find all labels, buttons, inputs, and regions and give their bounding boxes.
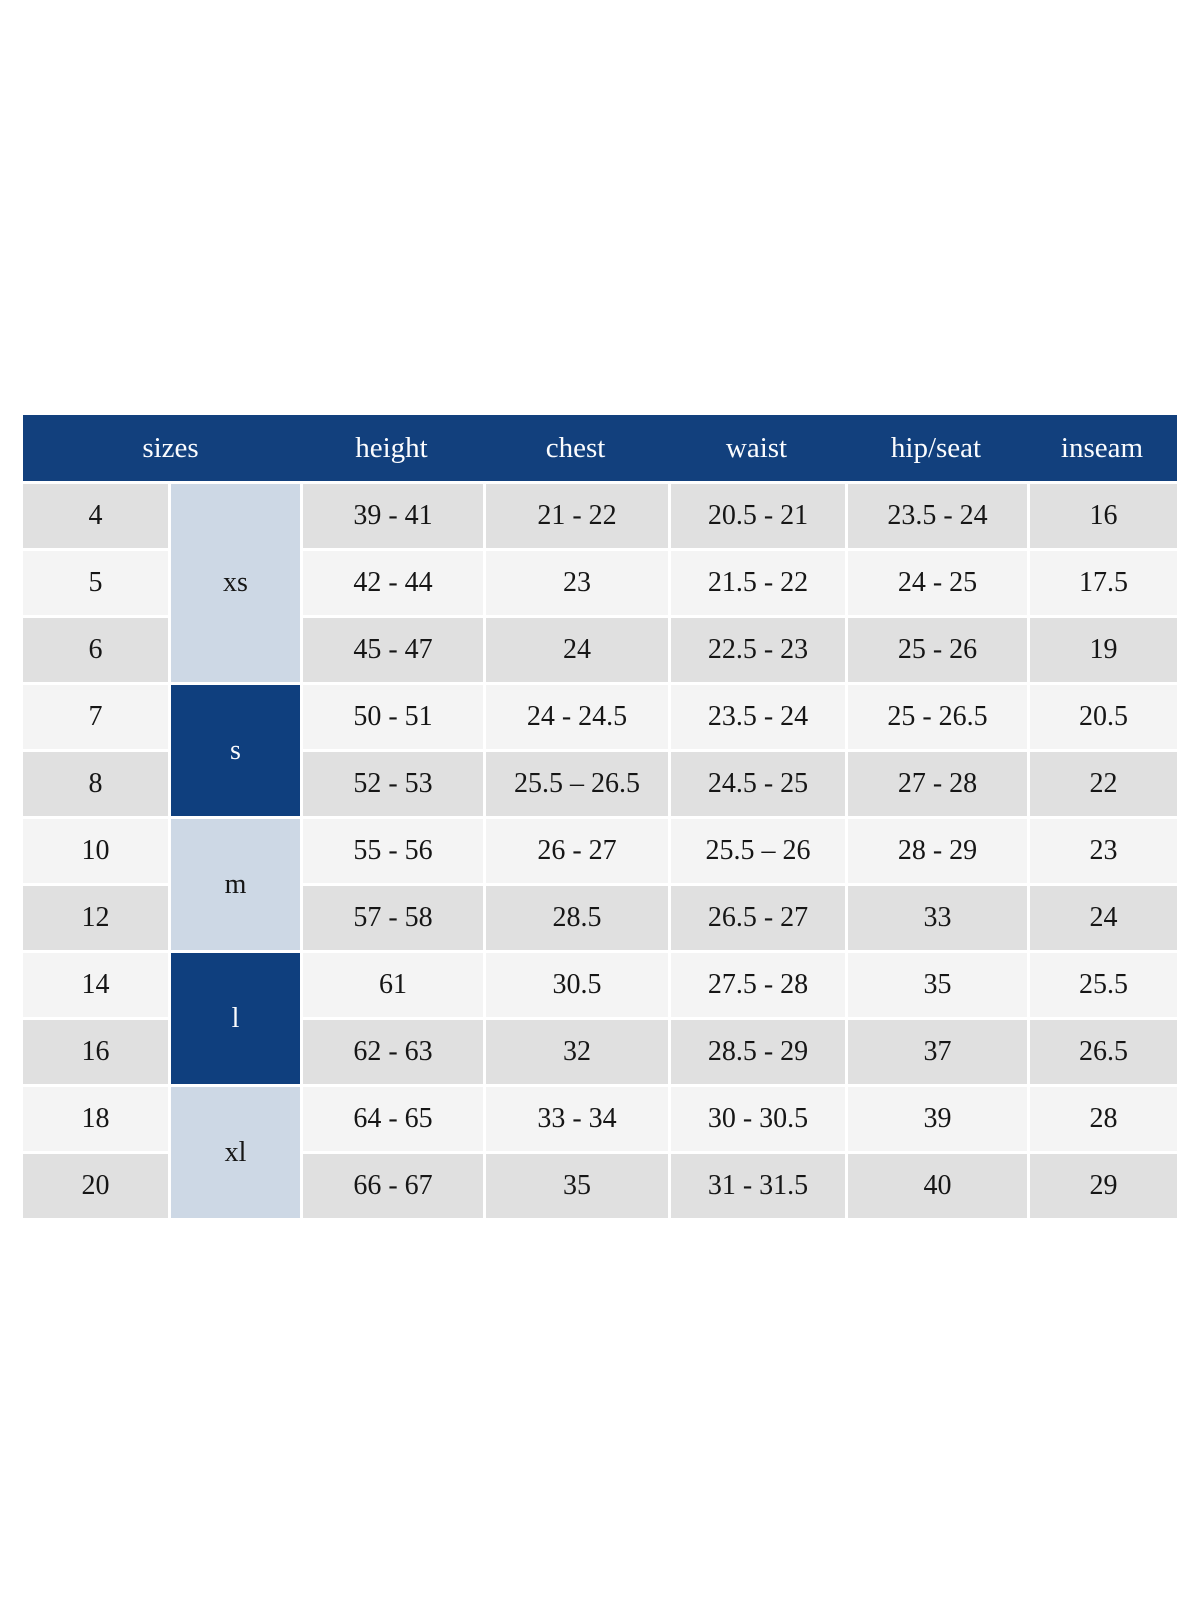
hip-seat-cell: 40 — [848, 1154, 1027, 1218]
inseam-cell: 20.5 — [1030, 685, 1177, 749]
inseam-cell: 26.5 — [1030, 1020, 1177, 1084]
inseam-cell: 19 — [1030, 618, 1177, 682]
height-cell: 62 - 63 — [303, 1020, 483, 1084]
height-cell: 45 - 47 — [303, 618, 483, 682]
waist-cell: 28.5 - 29 — [671, 1020, 845, 1084]
table-header-row: sizes height chest waist hip/seat inseam — [23, 415, 1177, 481]
waist-cell: 25.5 – 26 — [671, 819, 845, 883]
size-chart-table: sizes height chest waist hip/seat inseam… — [23, 415, 1177, 1221]
table-row: 7 s 50 - 51 24 - 24.5 23.5 - 24 25 - 26.… — [23, 685, 1177, 816]
height-cell: 55 - 56 — [303, 819, 483, 883]
chest-cell: 24 - 24.5 — [486, 685, 668, 749]
waist-cell: 27.5 - 28 — [671, 953, 845, 1017]
size-cell: 18 — [23, 1087, 168, 1151]
inseam-cell: 29 — [1030, 1154, 1177, 1218]
table-row: 10 m 55 - 56 26 - 27 25.5 – 26 28 - 29 2… — [23, 819, 1177, 950]
size-cell: 8 — [23, 752, 168, 816]
table-row: 8 52 - 53 25.5 – 26.5 24.5 - 25 27 - 28 … — [23, 752, 1177, 816]
size-cell: 20 — [23, 1154, 168, 1218]
size-cell: 4 — [23, 484, 168, 548]
table-row: 12 57 - 58 28.5 26.5 - 27 33 24 — [23, 886, 1177, 950]
hip-seat-cell: 35 — [848, 953, 1027, 1017]
chest-cell: 23 — [486, 551, 668, 615]
hip-seat-cell: 37 — [848, 1020, 1027, 1084]
hip-seat-cell: 25 - 26.5 — [848, 685, 1027, 749]
header-waist: waist — [725, 432, 788, 464]
hip-seat-cell: 23.5 - 24 — [848, 484, 1027, 548]
waist-cell: 23.5 - 24 — [671, 685, 845, 749]
chest-cell: 30.5 — [486, 953, 668, 1017]
inseam-cell: 25.5 — [1030, 953, 1177, 1017]
inseam-cell: 28 — [1030, 1087, 1177, 1151]
hip-seat-cell: 25 - 26 — [848, 618, 1027, 682]
height-cell: 66 - 67 — [303, 1154, 483, 1218]
waist-cell: 22.5 - 23 — [671, 618, 845, 682]
size-group-cell-xl: xl — [171, 1087, 300, 1218]
height-cell: 52 - 53 — [303, 752, 483, 816]
chest-cell: 28.5 — [486, 886, 668, 950]
height-cell: 39 - 41 — [303, 484, 483, 548]
waist-cell: 24.5 - 25 — [671, 752, 845, 816]
chest-cell: 21 - 22 — [486, 484, 668, 548]
size-cell: 12 — [23, 886, 168, 950]
hip-seat-cell: 24 - 25 — [848, 551, 1027, 615]
header-chest: chest — [545, 432, 606, 464]
table-row: 20 66 - 67 35 31 - 31.5 40 29 — [23, 1154, 1177, 1218]
hip-seat-cell: 39 — [848, 1087, 1027, 1151]
header-hip-seat: hip/seat — [890, 432, 982, 464]
table-row: 4 xs 39 - 41 21 - 22 20.5 - 21 23.5 - 24… — [23, 484, 1177, 682]
size-group-cell-s: s — [171, 685, 300, 816]
table-row: 16 62 - 63 32 28.5 - 29 37 26.5 — [23, 1020, 1177, 1084]
inseam-cell: 23 — [1030, 819, 1177, 883]
waist-cell: 26.5 - 27 — [671, 886, 845, 950]
waist-cell: 21.5 - 22 — [671, 551, 845, 615]
chest-cell: 35 — [486, 1154, 668, 1218]
header-inseam: inseam — [1060, 432, 1144, 464]
inseam-cell: 16 — [1030, 484, 1177, 548]
size-chart-body: 4 xs 39 - 41 21 - 22 20.5 - 21 23.5 - 24… — [20, 481, 1180, 1221]
waist-cell: 20.5 - 21 — [671, 484, 845, 548]
height-cell: 50 - 51 — [303, 685, 483, 749]
chest-cell: 32 — [486, 1020, 668, 1084]
size-cell: 6 — [23, 618, 168, 682]
waist-cell: 31 - 31.5 — [671, 1154, 845, 1218]
inseam-cell: 24 — [1030, 886, 1177, 950]
size-group-cell-xs: xs — [171, 484, 300, 682]
size-group-cell-m: m — [171, 819, 300, 950]
height-cell: 64 - 65 — [303, 1087, 483, 1151]
hip-seat-cell: 27 - 28 — [848, 752, 1027, 816]
table-row: 18 xl 64 - 65 33 - 34 30 - 30.5 39 28 — [23, 1087, 1177, 1218]
size-cell: 14 — [23, 953, 168, 1017]
hip-seat-cell: 33 — [848, 886, 1027, 950]
size-cell: 7 — [23, 685, 168, 749]
height-cell: 42 - 44 — [303, 551, 483, 615]
table-row: 14 l 61 30.5 27.5 - 28 35 25.5 — [23, 953, 1177, 1084]
waist-cell: 30 - 30.5 — [671, 1087, 845, 1151]
size-group-cell-l: l — [171, 953, 300, 1084]
size-cell: 16 — [23, 1020, 168, 1084]
hip-seat-cell: 28 - 29 — [848, 819, 1027, 883]
header-sizes: sizes — [142, 432, 199, 464]
table-row: 5 42 - 44 23 21.5 - 22 24 - 25 17.5 — [23, 551, 1177, 615]
table-row: 6 45 - 47 24 22.5 - 23 25 - 26 19 — [23, 618, 1177, 682]
height-cell: 57 - 58 — [303, 886, 483, 950]
chest-cell: 25.5 – 26.5 — [486, 752, 668, 816]
inseam-cell: 22 — [1030, 752, 1177, 816]
header-height: height — [355, 432, 428, 464]
size-cell: 5 — [23, 551, 168, 615]
size-cell: 10 — [23, 819, 168, 883]
chest-cell: 24 — [486, 618, 668, 682]
height-cell: 61 — [303, 953, 483, 1017]
inseam-cell: 17.5 — [1030, 551, 1177, 615]
chest-cell: 33 - 34 — [486, 1087, 668, 1151]
chest-cell: 26 - 27 — [486, 819, 668, 883]
